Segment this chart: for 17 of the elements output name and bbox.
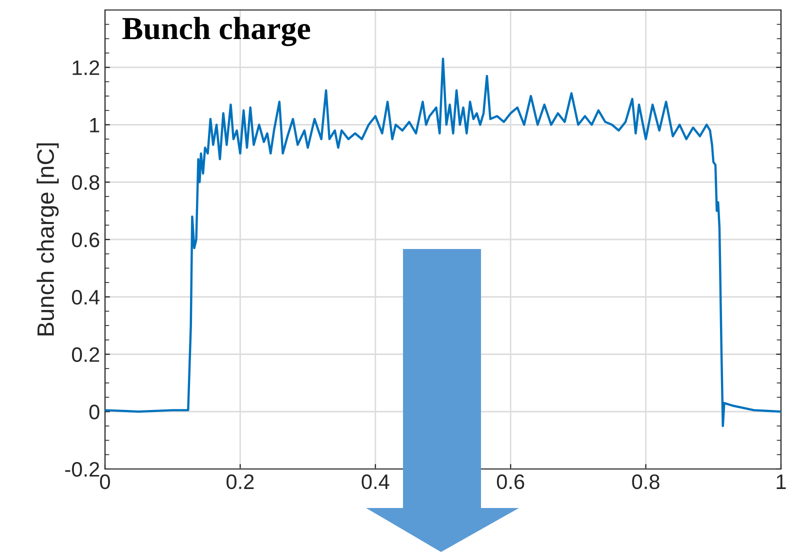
y-tick-label: 1.2	[72, 60, 100, 75]
x-tick-label: 0.2	[226, 474, 254, 490]
y-tick-label: -0.2	[65, 462, 100, 477]
y-axis-title: Bunch charge [nC]	[36, 143, 59, 336]
x-tick-label: 0	[100, 474, 110, 490]
chart-title: Bunch charge	[122, 16, 310, 46]
y-tick-label: 0.6	[72, 232, 100, 248]
y-tick-label: 1	[90, 118, 100, 132]
y-tick-label: 0.4	[72, 290, 100, 305]
x-tick-label: 0.4	[362, 474, 390, 490]
y-tick-label: 0.8	[72, 175, 100, 190]
x-tick-label: 0.8	[632, 474, 660, 490]
y-tick-label: 0.2	[72, 347, 100, 362]
y-tick-label: 0	[89, 404, 100, 420]
x-tick-label: 0.6	[496, 474, 524, 490]
x-tick-label: 1	[776, 474, 786, 489]
line-series	[105, 58, 781, 428]
